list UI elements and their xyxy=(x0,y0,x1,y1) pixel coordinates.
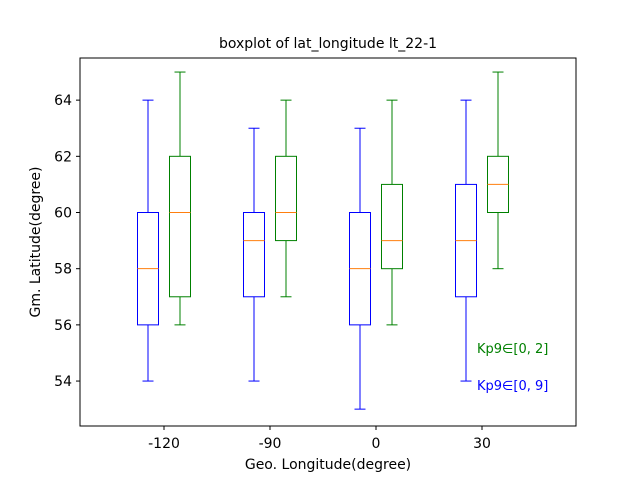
y-tick-label: 58 xyxy=(54,262,72,278)
x-axis: -120 -90 0 30 xyxy=(148,426,491,452)
iqr-box xyxy=(169,155,191,298)
y-tick-label: 64 xyxy=(54,93,72,109)
y-tick-label: 54 xyxy=(54,374,72,390)
iqr-box xyxy=(381,183,403,270)
legend-entry: Kp9∈[0, 2] xyxy=(477,342,548,357)
box-kp-0-9-0 xyxy=(349,127,371,410)
x-tick-label: -120 xyxy=(148,436,180,452)
y-axis: 54 56 58 60 62 64 xyxy=(54,93,80,390)
box-kp-0-2-0 xyxy=(381,99,403,326)
chart-title: boxplot of lat_longitude lt_22-1 xyxy=(219,36,437,52)
x-axis-label: Geo. Longitude(degree) xyxy=(245,457,411,473)
iqr-box xyxy=(275,155,297,242)
y-tick-label: 56 xyxy=(54,318,72,334)
y-tick-label: 62 xyxy=(54,149,72,165)
box-kp-0-2-30 xyxy=(487,71,509,270)
box-kp-0-2--120 xyxy=(169,71,191,326)
x-tick-label: 0 xyxy=(372,436,381,452)
box-kp-0-9--90 xyxy=(243,127,265,382)
legend-entry: Kp9∈[0, 9] xyxy=(477,379,548,394)
iqr-box xyxy=(243,212,265,298)
plot-marks xyxy=(137,71,509,410)
box-kp-0-9--120 xyxy=(137,99,159,382)
legend: Kp9∈[0, 9] Kp9∈[0, 2] xyxy=(477,342,548,394)
x-tick-label: -90 xyxy=(259,436,282,452)
y-tick-label: 60 xyxy=(54,206,72,222)
box-kp-0-2--90 xyxy=(275,99,297,298)
y-axis-label: Gm. Latitude(degree) xyxy=(28,167,44,318)
plot-area-frame xyxy=(79,57,577,427)
x-tick-label: 30 xyxy=(473,436,491,452)
box-kp-0-9-30 xyxy=(455,99,477,382)
